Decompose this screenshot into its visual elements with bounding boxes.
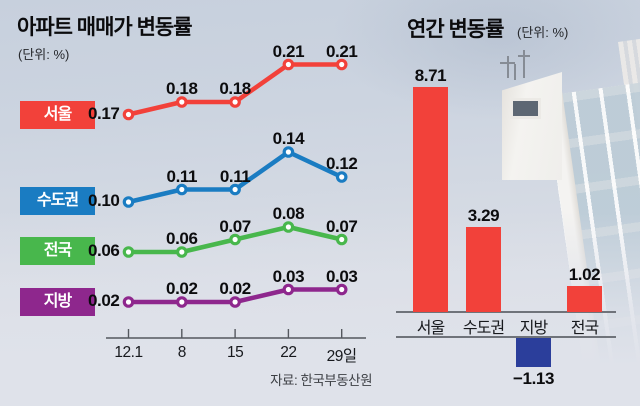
bar-value-label: 3.29: [467, 206, 500, 226]
right-chart-title: 연간 변동률: [407, 18, 504, 41]
x-axis-label: 22: [280, 344, 297, 361]
data-point: [122, 196, 135, 208]
data-point: [122, 296, 135, 308]
left-chart-unit-label: (단위: %): [18, 47, 70, 62]
data-point: [335, 233, 348, 246]
bar-category-label: 수도권: [462, 320, 505, 337]
value-label: 0.12: [325, 154, 358, 173]
data-point: [229, 96, 241, 108]
x-axis-label: 29일: [326, 348, 358, 365]
value-label: 0.07: [325, 216, 358, 236]
value-label: 0.08: [272, 204, 305, 223]
right-chart-unit-label: (단위: %): [517, 25, 569, 40]
value-label: 0.21: [325, 41, 358, 61]
data-point: [282, 146, 295, 158]
value-label: 0.17: [88, 103, 120, 123]
bar-value-label: 1.02: [568, 264, 601, 284]
x-axis-label: 12.1: [114, 344, 143, 361]
data-point: [122, 246, 135, 258]
data-point: [176, 296, 188, 308]
source-credit: 자료: 한국부동산원: [270, 373, 372, 388]
data-point: [282, 283, 295, 296]
value-label: 0.02: [166, 279, 198, 298]
x-axis-line: [106, 329, 366, 339]
legend-jibang: 지방: [20, 288, 95, 316]
value-label: 0.10: [88, 191, 120, 210]
value-label: 0.21: [272, 41, 305, 61]
legend-seoul: 서울: [20, 101, 95, 129]
value-label: 0.03: [325, 266, 358, 286]
bar-chart-underline: [396, 336, 616, 338]
x-axis-label: 15: [226, 344, 244, 361]
data-point: [229, 233, 241, 246]
x-axis-label: 8: [177, 344, 187, 361]
bar-chart-baseline: [396, 311, 616, 313]
bar-지방: [516, 337, 551, 367]
bar-수도권: [466, 227, 501, 312]
data-point: [335, 283, 348, 296]
value-label: 0.07: [219, 216, 251, 236]
data-point: [176, 183, 188, 196]
value-label: 0.18: [166, 79, 198, 98]
bar-서울: [413, 87, 448, 312]
value-label: 0.11: [219, 166, 251, 186]
bar-전국: [567, 285, 602, 312]
data-point: [122, 108, 135, 121]
value-label: 0.11: [166, 166, 198, 186]
data-point: [282, 58, 295, 71]
left-chart-title: 아파트 매매가 변동률: [17, 16, 193, 39]
legend-sudogwon: 수도권: [20, 187, 95, 215]
legend-jeonguk: 전국: [20, 237, 95, 265]
value-label: 0.03: [272, 266, 305, 286]
data-point: [229, 183, 241, 196]
data-point: [282, 221, 295, 233]
data-point: [176, 96, 188, 108]
data-point: [176, 246, 188, 258]
data-point: [335, 58, 348, 71]
bar-category-label: 지방: [519, 320, 548, 337]
value-label: 0.02: [88, 291, 120, 310]
bar-category-label: 서울: [416, 320, 445, 337]
value-label: 0.06: [88, 241, 120, 260]
data-point: [335, 171, 348, 183]
value-label: 0.14: [272, 129, 305, 148]
value-label: 0.02: [219, 279, 251, 298]
value-label: 0.18: [219, 79, 251, 98]
bar-value-label: −1.13: [512, 368, 555, 388]
bar-category-label: 전국: [570, 320, 599, 337]
data-point: [229, 296, 241, 308]
value-label: 0.06: [166, 229, 198, 248]
bar-value-label: 8.71: [414, 66, 447, 86]
